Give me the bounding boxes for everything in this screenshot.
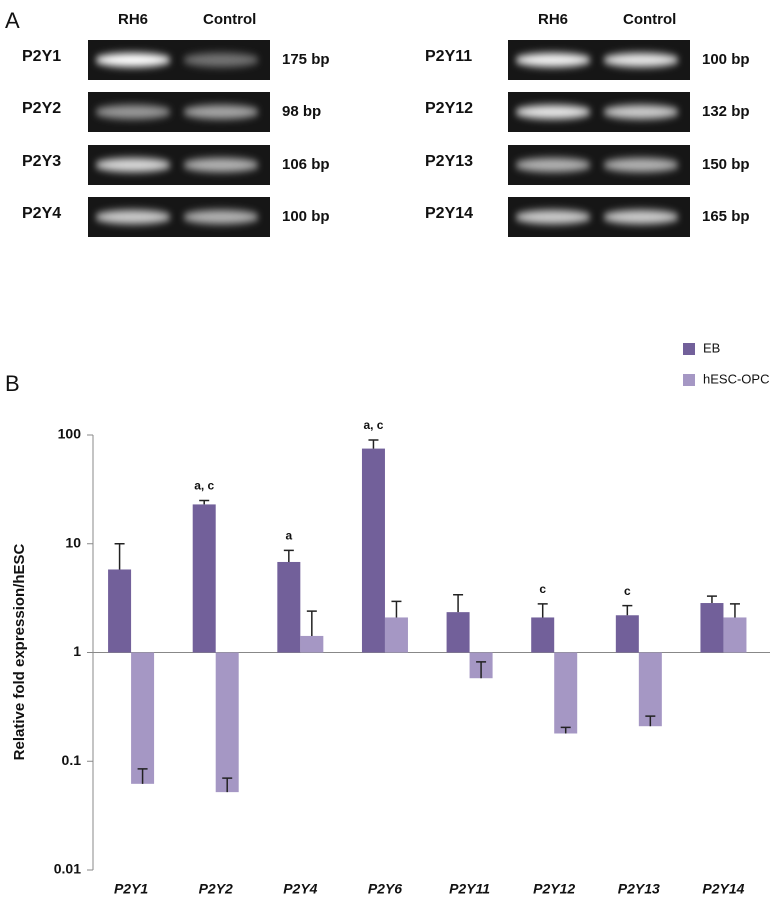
gel-band [515, 158, 591, 172]
gel-band [515, 105, 591, 119]
legend-label: EB [703, 340, 720, 355]
gene-label: P2Y11 [425, 48, 472, 65]
panel-label: A [5, 8, 20, 33]
gel-band [183, 105, 259, 119]
gel-band [515, 210, 591, 224]
bar [300, 635, 324, 653]
gel-band [95, 158, 171, 172]
bar [615, 615, 639, 653]
lane-header: RH6 [118, 11, 148, 28]
band-size: 150 bp [702, 156, 750, 173]
gel-band [603, 53, 679, 67]
error-bar [222, 777, 233, 793]
x-tick-label: P2Y1 [114, 881, 148, 897]
significance-label: a, c [363, 418, 383, 432]
x-tick-label: P2Y11 [449, 881, 490, 897]
lane-header: RH6 [538, 11, 568, 28]
gene-label: P2Y14 [425, 205, 473, 222]
y-tick-label: 1 [73, 643, 81, 659]
x-tick-label: P2Y4 [283, 881, 317, 897]
significance-label: c [624, 584, 631, 598]
x-tick-label: P2Y2 [199, 881, 233, 897]
y-tick-label: 100 [58, 426, 82, 442]
bar [723, 617, 747, 653]
gene-label: P2Y2 [22, 100, 61, 117]
error-bar [645, 715, 656, 727]
band-size: 106 bp [282, 156, 330, 173]
y-axis-label: Relative fold expression/hESC [11, 543, 28, 760]
x-tick-label: P2Y12 [533, 881, 575, 897]
bar [554, 652, 578, 734]
gene-label: P2Y12 [425, 100, 473, 117]
gel-band [95, 210, 171, 224]
error-bar [391, 600, 402, 618]
gel-band [95, 53, 171, 67]
error-bar [199, 499, 210, 505]
error-bar [537, 603, 548, 618]
y-tick-label: 0.01 [54, 861, 81, 877]
error-bar [114, 543, 125, 570]
gel-band [603, 210, 679, 224]
error-bar [706, 595, 717, 604]
error-bar [560, 726, 571, 734]
bar [277, 561, 301, 653]
significance-label: a, c [194, 479, 214, 493]
bar [215, 652, 239, 793]
band-size: 98 bp [282, 103, 321, 120]
y-tick-label: 10 [65, 534, 81, 550]
legend-swatch [683, 374, 695, 386]
band-size: 165 bp [702, 208, 750, 225]
gel-band [183, 210, 259, 224]
gel-band [95, 105, 171, 119]
x-tick-label: P2Y14 [702, 881, 744, 897]
error-bar [283, 549, 294, 562]
gene-label: P2Y4 [22, 205, 61, 222]
gel-band [183, 158, 259, 172]
error-bar [368, 439, 379, 449]
x-tick-label: P2Y13 [618, 881, 660, 897]
legend-label: hESC-OPC [703, 371, 769, 386]
error-bar [453, 593, 464, 613]
bar [108, 569, 132, 653]
gel-band [183, 53, 259, 67]
band-size: 175 bp [282, 51, 330, 68]
bar [700, 603, 724, 653]
legend-swatch [683, 343, 695, 355]
y-tick-label: 0.1 [62, 752, 82, 768]
gel-band [603, 105, 679, 119]
error-bar [137, 768, 148, 784]
gel-band [603, 158, 679, 172]
lane-header: Control [203, 11, 256, 28]
gel-band [515, 53, 591, 67]
significance-label: c [539, 582, 546, 596]
error-bar [476, 661, 487, 679]
gene-label: P2Y13 [425, 153, 473, 170]
x-tick-label: P2Y6 [368, 881, 402, 897]
bar [446, 612, 470, 653]
panel-label: B [5, 371, 20, 396]
gene-label: P2Y3 [22, 153, 61, 170]
bar [531, 617, 555, 653]
gene-label: P2Y1 [22, 48, 61, 65]
error-bar [306, 610, 317, 636]
band-size: 100 bp [702, 51, 750, 68]
bar [131, 652, 155, 784]
bar [361, 448, 385, 653]
bar [192, 504, 216, 653]
error-bar [622, 604, 633, 616]
error-bar [729, 603, 740, 618]
significance-label: a [285, 528, 292, 542]
band-size: 100 bp [282, 208, 330, 225]
bar [638, 652, 662, 727]
bar [384, 617, 408, 653]
band-size: 132 bp [702, 103, 750, 120]
lane-header: Control [623, 11, 676, 28]
